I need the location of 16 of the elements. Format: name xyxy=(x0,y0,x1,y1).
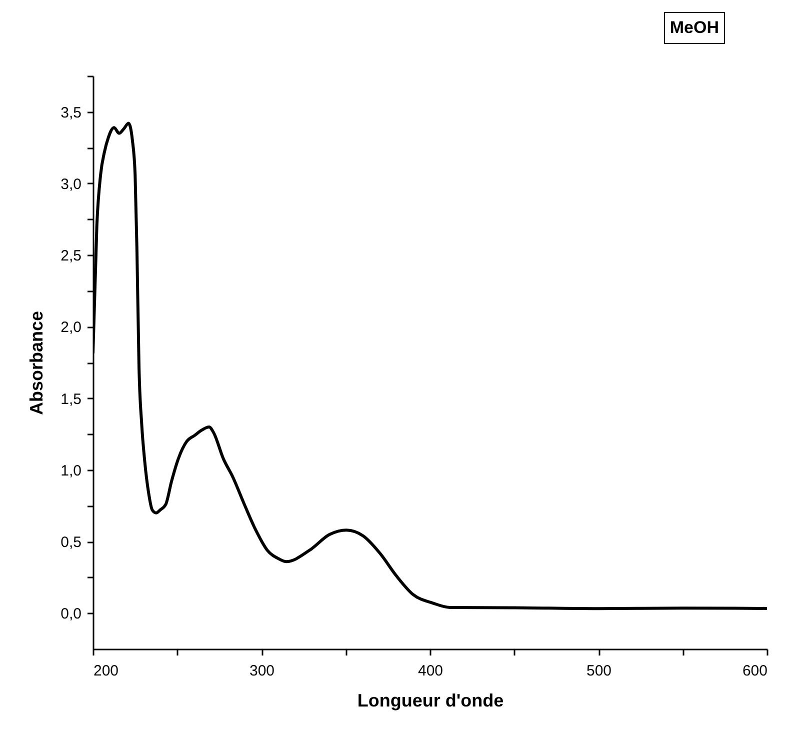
x-tick-label: 300 xyxy=(249,662,275,680)
y-tick-label: 0,0 xyxy=(60,606,82,623)
y-tick-label: 1,5 xyxy=(60,390,82,408)
x-tick-label: 400 xyxy=(418,662,444,680)
y-tick-label: 1,0 xyxy=(60,462,82,480)
text: MeOH xyxy=(664,12,725,44)
y-tick-label: 3,5 xyxy=(60,104,82,122)
x-axis-title: Longueur d'onde xyxy=(357,690,504,710)
x-tick-label: 500 xyxy=(586,662,612,680)
x-tick-label: 200 xyxy=(94,662,119,680)
y-tick-label: 0,5 xyxy=(60,534,82,552)
y-tick-label: 3,0 xyxy=(60,176,82,193)
y-axis-title: Absorbance xyxy=(26,310,47,416)
y-tick-label: 2,5 xyxy=(60,248,82,265)
y-tick-label: 2,0 xyxy=(60,319,82,336)
x-tick-label: 600 xyxy=(742,662,768,680)
